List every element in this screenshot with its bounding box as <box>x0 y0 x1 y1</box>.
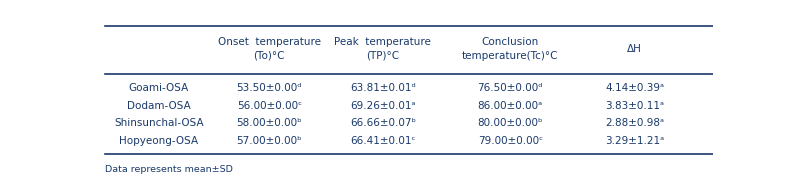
Text: Goami-OSA: Goami-OSA <box>129 83 189 93</box>
Text: Conclusion
temperature(Tc)°C: Conclusion temperature(Tc)°C <box>462 37 558 61</box>
Text: 66.41±0.01ᶜ: 66.41±0.01ᶜ <box>350 136 416 146</box>
Text: 63.81±0.01ᵈ: 63.81±0.01ᵈ <box>350 83 416 93</box>
Text: 53.50±0.00ᵈ: 53.50±0.00ᵈ <box>237 83 302 93</box>
Text: 3.29±1.21ᵃ: 3.29±1.21ᵃ <box>605 136 664 146</box>
Text: 66.66±0.07ᵇ: 66.66±0.07ᵇ <box>350 118 416 129</box>
Text: Shinsunchal-OSA: Shinsunchal-OSA <box>114 118 204 129</box>
Text: 58.00±0.00ᵇ: 58.00±0.00ᵇ <box>237 118 302 129</box>
Text: ΔH: ΔH <box>627 44 642 54</box>
Text: 80.00±0.00ᵇ: 80.00±0.00ᵇ <box>478 118 543 129</box>
Text: Onset  temperature
(To)°C: Onset temperature (To)°C <box>218 37 321 61</box>
Text: 57.00±0.00ᵇ: 57.00±0.00ᵇ <box>237 136 302 146</box>
Text: 4.14±0.39ᵃ: 4.14±0.39ᵃ <box>605 83 664 93</box>
Text: 86.00±0.00ᵃ: 86.00±0.00ᵃ <box>478 101 543 111</box>
Text: 79.00±0.00ᶜ: 79.00±0.00ᶜ <box>478 136 543 146</box>
Text: 69.26±0.01ᵃ: 69.26±0.01ᵃ <box>350 101 416 111</box>
Text: 2.88±0.98ᵃ: 2.88±0.98ᵃ <box>605 118 664 129</box>
Text: Data represents mean±SD: Data represents mean±SD <box>105 165 233 174</box>
Text: 76.50±0.00ᵈ: 76.50±0.00ᵈ <box>478 83 543 93</box>
Text: Hopyeong-OSA: Hopyeong-OSA <box>120 136 199 146</box>
Text: Peak  temperature
(TP)°C: Peak temperature (TP)°C <box>334 37 432 61</box>
Text: 56.00±0.00ᶜ: 56.00±0.00ᶜ <box>237 101 302 111</box>
Text: 3.83±0.11ᵃ: 3.83±0.11ᵃ <box>605 101 664 111</box>
Text: Dodam-OSA: Dodam-OSA <box>127 101 191 111</box>
